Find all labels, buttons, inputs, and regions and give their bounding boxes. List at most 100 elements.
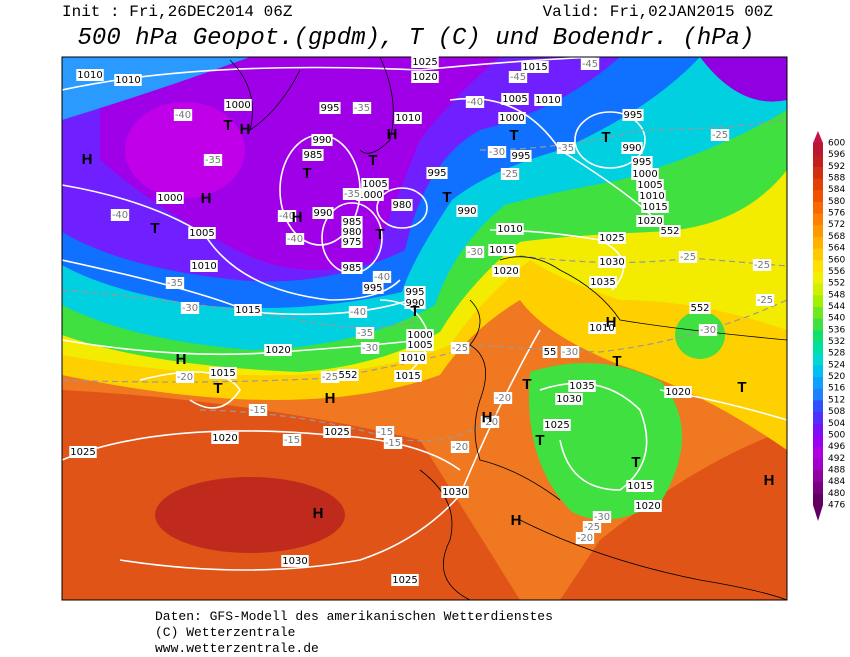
colorbar-label: 496 [828, 442, 845, 452]
colorbar-cell [813, 318, 823, 331]
temperature-label: -30 [594, 512, 610, 523]
label-box [626, 480, 654, 492]
isobar-label: 1015 [627, 481, 652, 492]
label-box [173, 109, 193, 121]
label-box [411, 71, 439, 83]
colorbar-label: 476 [828, 501, 845, 511]
isobar-label: 995 [320, 103, 339, 114]
label-box [355, 327, 375, 339]
temperature-label: -25 [680, 252, 696, 263]
label-box [465, 246, 485, 258]
map-title: 500 hPa Geopot.(gpdm), T (C) und Bodendr… [78, 25, 755, 52]
label-box [542, 346, 558, 358]
label-box [492, 265, 520, 277]
label-box [631, 156, 653, 168]
colorbar-label: 564 [828, 244, 845, 254]
label-box [110, 209, 130, 221]
isobar-label: 995 [632, 157, 651, 168]
isobar-label: 1020 [412, 72, 437, 83]
isobar-label: 1020 [635, 501, 660, 512]
pressure-center: T [442, 189, 451, 206]
label-box [209, 367, 237, 379]
isobar-label: 990 [313, 208, 332, 219]
label-box [352, 102, 372, 114]
label-box [264, 344, 292, 356]
colorbar-label: 544 [828, 302, 845, 312]
label-box [234, 304, 262, 316]
pressure-center: H [606, 314, 617, 331]
isobar-label: 1025 [392, 575, 417, 586]
label-box [404, 286, 426, 298]
label-box [678, 251, 698, 263]
pressure-center: T [150, 220, 159, 237]
label-box [543, 419, 571, 431]
label-box [588, 322, 616, 334]
colorbar-cell [813, 236, 823, 249]
isobar-label: 1005 [189, 228, 214, 239]
footer-copyright: (C) Wetterzentrale [155, 625, 295, 640]
temperature-label: -25 [502, 169, 518, 180]
isobar-label: 1030 [556, 394, 581, 405]
label-box [281, 555, 309, 567]
label-box [224, 99, 252, 111]
label-box [496, 223, 524, 235]
colorbar-cell [813, 469, 823, 483]
label-box [311, 134, 333, 146]
label-box [501, 93, 529, 105]
isobar-label: 990 [405, 298, 424, 309]
colorbar-label: 596 [828, 150, 845, 160]
isobar-label: 1020 [265, 345, 290, 356]
label-box [598, 232, 626, 244]
label-box [360, 342, 380, 354]
colorbar-label: 540 [828, 314, 845, 324]
isobar-label: 1015 [522, 62, 547, 73]
label-box [69, 446, 97, 458]
label-box [188, 227, 216, 239]
label-box [348, 306, 368, 318]
temperature-label: -40 [350, 307, 366, 318]
temperature-label: -45 [510, 72, 526, 83]
label-box [752, 259, 772, 271]
temperature-label: -40 [175, 110, 191, 121]
colorbar: 4764804844884924965005045085125165205245… [813, 131, 845, 521]
colorbar-cell [813, 458, 823, 471]
isobar-label: 995 [427, 168, 446, 179]
label-box [664, 386, 692, 398]
label-box [480, 416, 500, 428]
pressure-center: H [482, 409, 493, 426]
isobar-label: 1025 [412, 57, 437, 68]
label-box [575, 532, 595, 544]
isobar-label: 1025 [599, 233, 624, 244]
label-box [165, 277, 185, 289]
temperature-label: -30 [182, 303, 198, 314]
label-box [426, 167, 448, 179]
pressure-center: H [313, 505, 324, 522]
label-box [710, 129, 730, 141]
label-box [248, 404, 268, 416]
label-box [203, 154, 223, 166]
label-box [383, 437, 403, 449]
label-box [580, 58, 600, 70]
pressure-center: T [631, 454, 640, 471]
label-box [404, 297, 426, 309]
height-label: 552 [338, 370, 357, 381]
colorbar-cell [813, 399, 823, 413]
label-box [659, 225, 681, 237]
isobar-label: 1010 [589, 323, 614, 334]
colorbar-cell [813, 446, 823, 459]
colorbar-cell [813, 143, 823, 156]
pressure-center: T [368, 152, 377, 169]
colorbar-cell [813, 353, 823, 366]
label-box [622, 109, 644, 121]
label-box [190, 260, 218, 272]
height-label: 552 [660, 226, 679, 237]
label-box [323, 426, 351, 438]
temperature-label: -25 [712, 130, 728, 141]
label-box [488, 244, 516, 256]
label-box [372, 271, 392, 283]
label-box [582, 521, 602, 533]
temperature-label: -40 [279, 211, 295, 222]
isobar-label: 1010 [535, 95, 560, 106]
colorbar-label: 588 [828, 174, 845, 184]
